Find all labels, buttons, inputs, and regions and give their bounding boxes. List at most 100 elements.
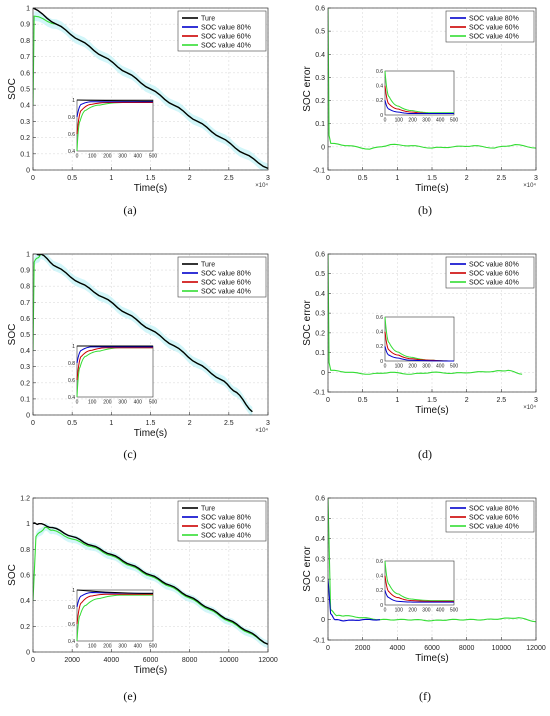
inset-y-tick-label: 0.8 (68, 361, 75, 367)
legend-label: SOC value 40% (201, 533, 251, 540)
x-tick-label: 1 (395, 397, 399, 404)
inset-y-tick-label: 0.2 (376, 344, 383, 350)
y-tick-label: 0.8 (20, 284, 30, 291)
legend: SOC value 80% SOC value 60% SOC value 40% (445, 256, 535, 289)
y-tick-label: 0.9 (20, 22, 30, 29)
y-tick-label: 0.2 (20, 380, 30, 387)
x-axis-label: Time(s) (134, 665, 168, 676)
y-tick-label: -0.1 (313, 390, 325, 397)
y-tick-label: -0.1 (313, 638, 325, 645)
panel-caption: (d) (418, 447, 432, 461)
x-tick-label: 0.5 (67, 420, 77, 427)
inset-y-tick-label: 0.6 (376, 559, 383, 565)
legend-label: Ture (201, 506, 215, 513)
x-tick-label: 3 (266, 420, 270, 427)
inset-x-tick-label: 500 (450, 118, 459, 124)
y-tick-label: 0.1 (315, 350, 325, 357)
x-tick-label: 2 (465, 397, 469, 404)
inset-series-line (384, 590, 454, 603)
x-tick-label: 0.5 (358, 397, 368, 404)
inset-x-tick-label: 0 (76, 154, 79, 160)
inset-x-tick-label: 300 (422, 608, 431, 614)
inset-x-tick-label: 500 (149, 400, 158, 406)
inset-x-tick-label: 200 (408, 608, 417, 614)
inset-x-tick-label: 200 (408, 364, 417, 370)
y-tick-label: 0.4 (20, 598, 30, 605)
y-tick-label: 0.9 (20, 268, 30, 275)
legend-label: SOC value 80% (201, 271, 251, 278)
inset-y-tick-label: 0 (380, 113, 383, 119)
inset-y-tick-label: 0.8 (68, 605, 75, 611)
inset-series-line (384, 100, 454, 115)
y-tick-label: 0.3 (315, 311, 325, 318)
y-tick-label: 0.3 (315, 75, 325, 82)
inset: 0 100 200 300 400 500 0 0.2 0.4 0.6 (376, 315, 458, 370)
inset-frame (76, 589, 154, 642)
inset-x-tick-label: 400 (436, 364, 445, 370)
x-tick-label: 2 (465, 175, 469, 182)
inset-x-tick-label: 500 (149, 154, 158, 160)
y-tick-label: 0.6 (20, 573, 30, 580)
x-tick-label: 10000 (492, 645, 512, 652)
x-tick-label: 0 (326, 645, 330, 652)
x-tick-label: 8000 (459, 645, 475, 652)
y-tick-label: 0.8 (20, 547, 30, 554)
y-tick-label: 0.8 (20, 38, 30, 45)
y-tick-label: 0.1 (315, 597, 325, 604)
x-tick-label: 3 (534, 175, 538, 182)
x-tick-label: 12000 (258, 657, 278, 664)
y-tick-label: 0 (321, 370, 325, 377)
legend-label: SOC value 60% (469, 25, 519, 32)
inset-x-tick-label: 300 (422, 364, 431, 370)
y-tick-label: 0.1 (20, 396, 30, 403)
x-axis-label: Time(s) (415, 653, 449, 664)
legend-label: SOC value 60% (469, 515, 519, 522)
inset-x-tick-label: 400 (134, 154, 143, 160)
y-tick-label: 1 (26, 252, 30, 259)
series-layer (33, 522, 268, 649)
inset-x-tick-label: 0 (76, 644, 79, 650)
y-tick-label: 0.2 (315, 330, 325, 337)
plot-frame (327, 497, 537, 641)
chart-e: 0 2000 4000 6000 8000 10000 1200000.20.40.60.8… (7, 496, 278, 704)
legend-label: SOC value 40% (469, 280, 519, 287)
y-tick-label: 0.5 (315, 271, 325, 278)
x-tick-label: 2.5 (496, 175, 506, 182)
series-line (328, 579, 381, 622)
y-tick-label: 0.6 (20, 316, 30, 323)
x-tick-label: 0 (326, 397, 330, 404)
inset-series-line (76, 594, 153, 642)
chart-d: 0 0.5 1 1.5 2 2.5 3-0.100.10.20.30.40.50.6Time… (302, 252, 538, 462)
y-axis-label: SOC (7, 78, 18, 100)
y-tick-label: 0.5 (20, 87, 30, 94)
x-tick-label: 1.5 (427, 397, 437, 404)
inset-y-tick-label: 0.6 (68, 132, 75, 138)
legend-box (445, 256, 535, 289)
legend-label: Ture (201, 16, 215, 23)
y-tick-label: 0 (321, 144, 325, 151)
plot-frame (327, 253, 537, 393)
x-tick-label: 4000 (390, 645, 406, 652)
inset-y-tick-label: 0.6 (376, 315, 383, 321)
x-tick-label: 6000 (143, 657, 159, 664)
chart-f: 0 2000 4000 6000 8000 10000 12000-0.100.10.20.… (302, 496, 546, 704)
series-layer (33, 8, 268, 170)
inset-x-tick-label: 300 (118, 644, 127, 650)
series-layer (328, 498, 536, 623)
y-axis-label: SOC error (302, 66, 313, 112)
x-tick-label: 0.5 (358, 175, 368, 182)
inset-x-tick-label: 0 (76, 400, 79, 406)
legend-label: SOC value 60% (201, 34, 251, 41)
inset-series-line (384, 70, 454, 114)
legend-label: SOC value 40% (469, 34, 519, 41)
y-tick-label: 0.1 (315, 121, 325, 128)
y-tick-label: 0.1 (20, 151, 30, 158)
y-tick-label: 1 (26, 6, 30, 13)
y-tick-label: 0.4 (315, 291, 325, 298)
x-tick-label: 4000 (104, 657, 120, 664)
legend-label: SOC value 80% (201, 25, 251, 32)
x-tick-label: 1 (395, 175, 399, 182)
series-line (33, 8, 268, 170)
y-tick-label: 0 (26, 168, 30, 175)
series-line (328, 254, 523, 375)
